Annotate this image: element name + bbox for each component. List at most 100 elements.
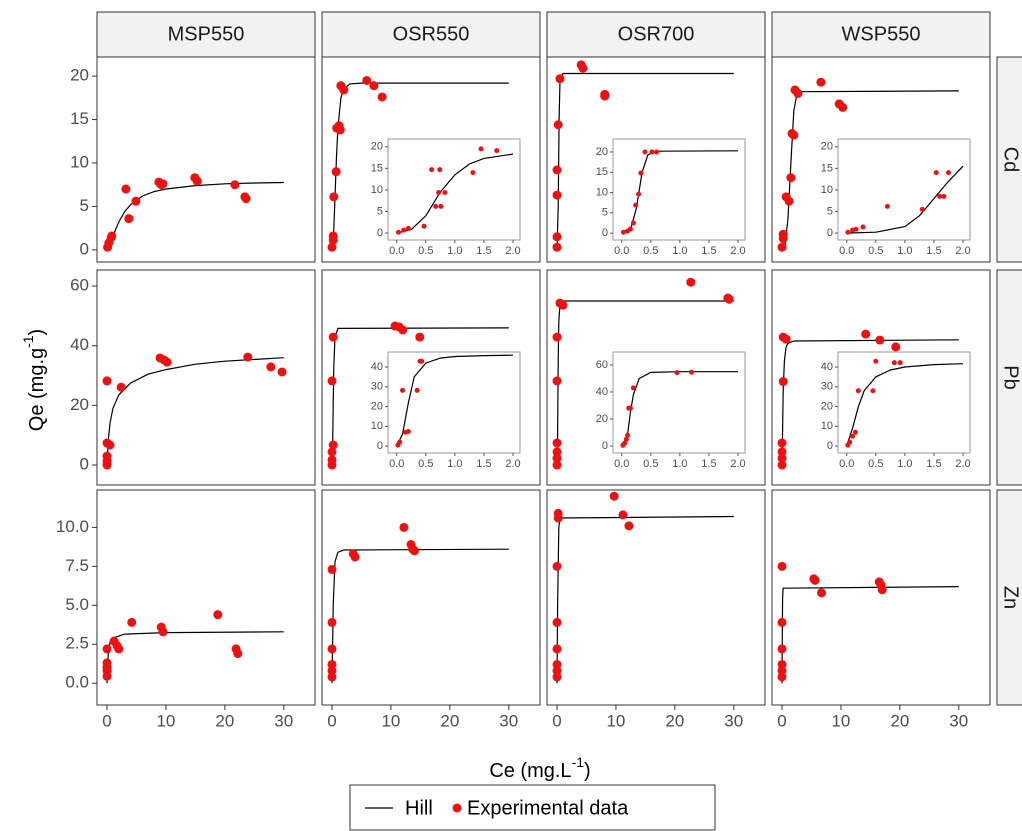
inset-x-tick-label: 1.0 <box>672 458 687 470</box>
fit-line <box>846 363 964 447</box>
x-tick-label: 10 <box>156 711 175 730</box>
column-label: OSR550 <box>393 23 470 45</box>
data-point <box>552 460 562 470</box>
data-point <box>377 92 387 102</box>
data-point <box>578 63 588 73</box>
data-point <box>630 385 636 391</box>
inset-x-tick-label: 1.0 <box>897 245 912 257</box>
fit-line <box>781 339 959 466</box>
inset-y-tick-label: 10 <box>821 420 833 432</box>
strip-box <box>96 11 316 58</box>
data-point <box>552 165 562 175</box>
data-point <box>941 193 947 199</box>
y-tick-label: 10.0 <box>56 517 89 536</box>
data-point <box>102 644 112 654</box>
fit-line <box>106 357 284 466</box>
y-tick-label: 20 <box>70 395 89 414</box>
data-point <box>891 360 897 366</box>
column-label: WSP550 <box>842 23 921 45</box>
x-tick-label: 30 <box>949 711 968 730</box>
x-tick-label: 30 <box>499 711 518 730</box>
data-point <box>689 369 695 375</box>
data-point <box>327 666 337 676</box>
strip-box <box>771 11 991 58</box>
data-point <box>636 191 642 197</box>
data-point <box>398 325 408 335</box>
inset-y-tick-label: 10 <box>371 420 383 432</box>
fit-line <box>331 82 509 250</box>
data-point <box>401 227 407 233</box>
x-axis-title-end: ) <box>584 760 591 782</box>
inset-x-tick-label: 1.5 <box>701 458 716 470</box>
data-point <box>623 436 629 442</box>
inset-y-tick-label: 20 <box>596 146 608 158</box>
data-point <box>552 561 562 571</box>
data-point <box>777 242 787 252</box>
data-point <box>127 617 137 627</box>
inset-y-tick-label: 0 <box>827 227 833 239</box>
data-point <box>789 130 799 140</box>
x-tick-label: 0 <box>327 711 336 730</box>
strip-box <box>996 56 1022 263</box>
data-point <box>845 229 851 235</box>
data-point <box>429 167 435 173</box>
x-tick-label: 20 <box>440 711 459 730</box>
data-point <box>105 440 115 450</box>
data-point <box>405 225 411 231</box>
data-point <box>633 202 639 208</box>
inset-x-tick-label: 1.0 <box>672 245 687 257</box>
fit-line <box>846 165 964 234</box>
inset-y-tick-label: 15 <box>596 166 608 178</box>
data-point <box>162 357 172 367</box>
panel-box <box>96 56 316 263</box>
data-point <box>433 203 439 209</box>
y-tick-label: 7.5 <box>65 556 89 575</box>
panel <box>771 489 991 706</box>
data-point <box>649 149 655 155</box>
data-point <box>618 510 628 520</box>
strip-box <box>996 489 1022 706</box>
inset-y-tick-label: 5 <box>377 205 383 217</box>
data-point <box>777 453 787 463</box>
data-point <box>494 148 500 154</box>
x-tick-label: 10 <box>831 711 850 730</box>
inset-x-tick-label: 2.0 <box>955 245 970 257</box>
data-point <box>620 229 626 235</box>
data-point <box>124 214 134 224</box>
data-point <box>884 203 890 209</box>
data-point <box>102 658 112 668</box>
data-point <box>442 190 448 196</box>
data-point <box>553 120 563 130</box>
inset-y-tick-label: 20 <box>821 141 833 153</box>
data-point <box>327 672 337 682</box>
y-axis-title-text: Qe (mg.g <box>26 348 48 431</box>
data-point <box>233 649 243 659</box>
data-point <box>399 522 409 532</box>
inset-y-tick-label: 10 <box>371 184 383 196</box>
data-point <box>400 387 406 393</box>
inset-y-tick-label: 40 <box>821 361 833 373</box>
inset: 0 5 10 15 20 0.0 0.5 1.0 1.5 2.0 <box>371 138 521 257</box>
data-point <box>470 170 476 176</box>
inset-x-tick-label: 0.5 <box>868 245 883 257</box>
data-point <box>350 552 360 562</box>
inset: 0 5 10 15 20 0.0 0.5 1.0 1.5 2.0 <box>821 138 971 257</box>
data-point <box>777 561 787 571</box>
data-point <box>877 585 887 595</box>
inset-y-tick-label: 10 <box>596 186 608 198</box>
data-point <box>327 242 337 252</box>
inset-x-tick-label: 0.5 <box>418 245 433 257</box>
data-point <box>552 232 562 242</box>
data-point <box>552 617 562 627</box>
inset-x-tick-label: 2.0 <box>505 458 520 470</box>
data-point <box>624 521 634 531</box>
data-point <box>277 367 287 377</box>
data-point <box>777 617 787 627</box>
data-point <box>919 206 925 212</box>
data-point <box>850 433 856 439</box>
inset-y-tick-label: 0 <box>602 440 608 452</box>
inset-y-tick-label: 20 <box>371 141 383 153</box>
data-point <box>873 358 879 364</box>
y-axis-title: Qe (mg.g-1) <box>20 329 49 431</box>
panel: 0 20 40 60 0.0 0.5 1.0 1.5 2.0 <box>546 269 766 486</box>
